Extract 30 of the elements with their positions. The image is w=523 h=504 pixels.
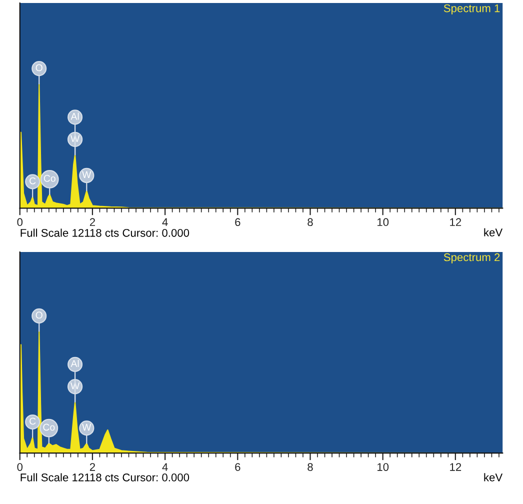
x-tick-label: 2 — [90, 463, 95, 471]
annotation: C — [30, 177, 36, 184]
x-tick-label: 0 — [17, 218, 23, 226]
annotation: W — [82, 171, 92, 178]
annotation: W — [82, 424, 92, 431]
annotation: Al — [70, 112, 79, 120]
text: Full Scale 12118 cts Cursor: 0.000 — [20, 473, 190, 482]
x-tick-label: 8 — [308, 218, 313, 226]
annotation: O — [36, 312, 42, 319]
x-tick-label: 12 — [450, 463, 462, 471]
x-tick-label: 6 — [235, 218, 240, 226]
annotation: Al — [70, 360, 79, 367]
x-tick-label: 2 — [90, 218, 95, 226]
chart-title: Spectrum 1 — [444, 4, 500, 14]
annotation: C — [30, 418, 36, 425]
x-tick-label: 8 — [308, 463, 313, 471]
chart-title: Spectrum 2 — [444, 253, 500, 264]
x-tick-label: 6 — [235, 463, 240, 471]
x-axis-title: keV — [484, 473, 503, 482]
annotation: Co — [44, 174, 56, 182]
annotation: Co — [43, 424, 55, 431]
x-tick-label: 10 — [377, 463, 389, 471]
x-tick-label: 4 — [162, 463, 168, 471]
x-tick-label: 12 — [450, 218, 462, 226]
text: Full Scale 12118 cts Cursor: 0.000 — [20, 228, 190, 237]
x-tick-label: 4 — [162, 218, 168, 226]
x-tick-label: 10 — [377, 218, 389, 226]
x-tick-label: 0 — [17, 463, 23, 471]
x-axis-title: keV — [484, 228, 503, 236]
annotation: O — [36, 64, 42, 72]
